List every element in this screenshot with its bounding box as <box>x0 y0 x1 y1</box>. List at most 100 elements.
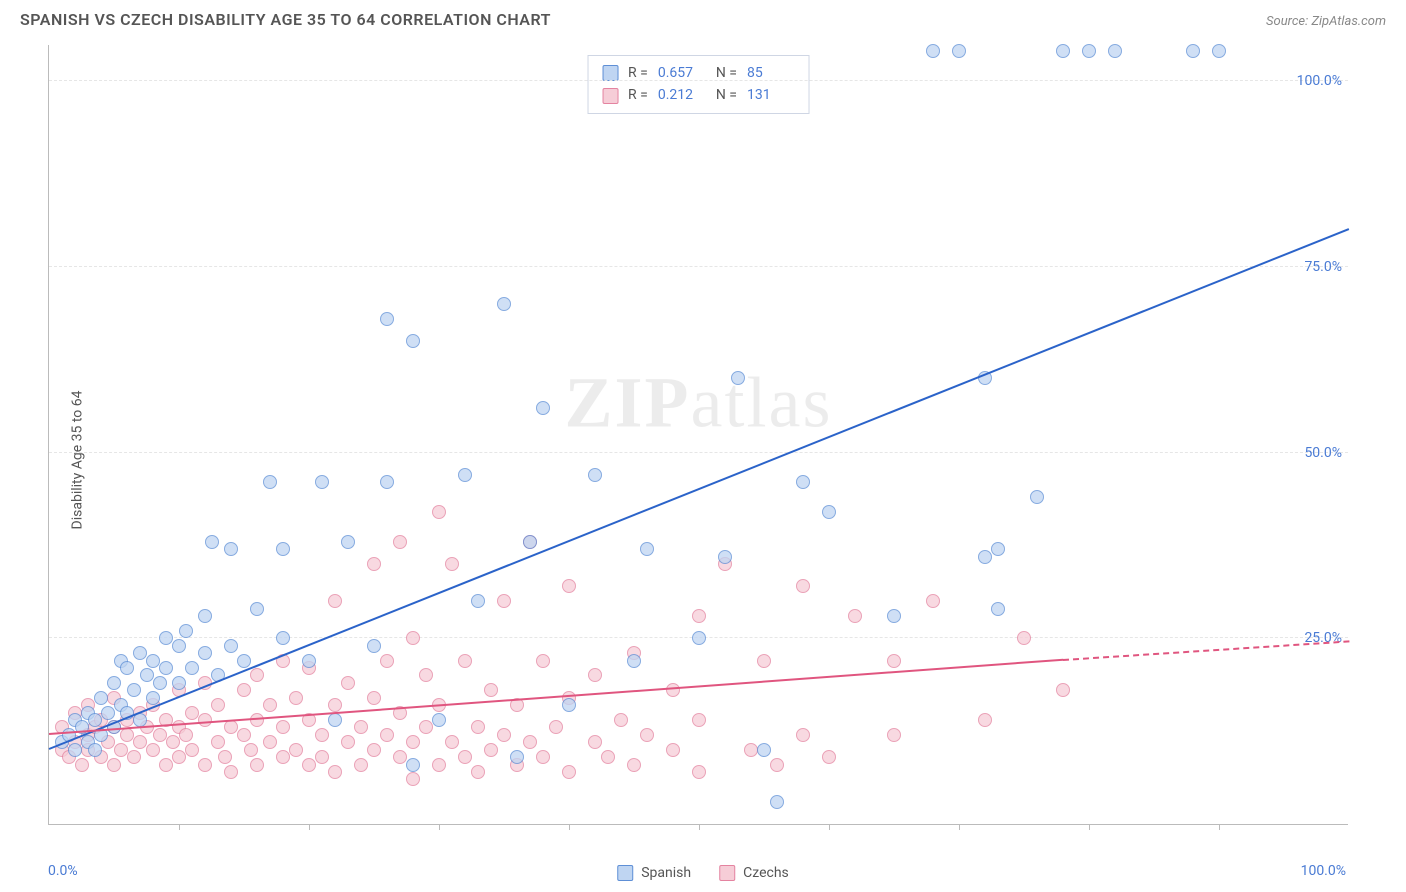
data-point-spanish <box>237 654 251 668</box>
plot-area: ZIPatlas R = 0.657 N = 85 R = 0.212 N = … <box>48 45 1348 825</box>
data-point-czechs <box>471 720 485 734</box>
data-point-czechs <box>1056 683 1070 697</box>
swatch-spanish <box>602 65 618 81</box>
data-point-spanish <box>536 401 550 415</box>
source-prefix: Source: <box>1266 14 1311 29</box>
data-point-czechs <box>289 743 303 757</box>
data-point-czechs <box>237 728 251 742</box>
data-point-czechs <box>406 772 420 786</box>
watermark-rest: atlas <box>691 363 833 443</box>
data-point-czechs <box>211 735 225 749</box>
data-point-spanish <box>250 602 264 616</box>
data-point-spanish <box>88 713 102 727</box>
data-point-czechs <box>484 683 498 697</box>
gridline <box>49 266 1348 267</box>
trendline-czechs-dash <box>1063 640 1349 661</box>
data-point-czechs <box>497 728 511 742</box>
data-point-czechs <box>536 750 550 764</box>
data-point-spanish <box>146 691 160 705</box>
data-point-spanish <box>120 661 134 675</box>
data-point-spanish <box>718 550 732 564</box>
data-point-czechs <box>562 579 576 593</box>
data-point-czechs <box>796 728 810 742</box>
data-point-czechs <box>614 713 628 727</box>
data-point-czechs <box>744 743 758 757</box>
legend-label-czechs: Czechs <box>743 865 789 881</box>
data-point-spanish <box>991 602 1005 616</box>
data-point-czechs <box>458 750 472 764</box>
data-point-czechs <box>627 758 641 772</box>
data-point-spanish <box>315 475 329 489</box>
x-tick <box>179 824 180 830</box>
data-point-czechs <box>172 750 186 764</box>
data-point-spanish <box>731 371 745 385</box>
data-point-spanish <box>822 505 836 519</box>
data-point-czechs <box>380 654 394 668</box>
source-name: ZipAtlas.com <box>1311 14 1386 29</box>
data-point-spanish <box>179 624 193 638</box>
data-point-spanish <box>367 639 381 653</box>
data-point-spanish <box>263 475 277 489</box>
data-point-spanish <box>926 44 940 58</box>
source-attribution: Source: ZipAtlas.com <box>1266 14 1386 29</box>
data-point-czechs <box>588 735 602 749</box>
data-point-spanish <box>432 713 446 727</box>
data-point-czechs <box>393 535 407 549</box>
data-point-czechs <box>276 720 290 734</box>
data-point-spanish <box>94 691 108 705</box>
data-point-czechs <box>692 713 706 727</box>
data-point-spanish <box>796 475 810 489</box>
data-point-spanish <box>153 676 167 690</box>
data-point-czechs <box>666 683 680 697</box>
data-point-czechs <box>218 750 232 764</box>
data-point-spanish <box>341 535 355 549</box>
data-point-spanish <box>127 683 141 697</box>
y-tick-label: 50.0% <box>1296 445 1342 461</box>
data-point-czechs <box>354 720 368 734</box>
trendline-spanish <box>49 228 1350 750</box>
data-point-czechs <box>445 557 459 571</box>
data-point-czechs <box>393 750 407 764</box>
data-point-spanish <box>107 676 121 690</box>
data-point-spanish <box>523 535 537 549</box>
data-point-spanish <box>302 654 316 668</box>
data-point-spanish <box>458 468 472 482</box>
data-point-czechs <box>887 728 901 742</box>
data-point-czechs <box>198 758 212 772</box>
x-tick <box>959 824 960 830</box>
watermark-bold: ZIP <box>565 363 691 443</box>
data-point-czechs <box>406 631 420 645</box>
data-point-czechs <box>978 713 992 727</box>
data-point-czechs <box>367 743 381 757</box>
data-point-czechs <box>276 750 290 764</box>
r-value-czechs: 0.212 <box>658 84 706 106</box>
data-point-spanish <box>101 706 115 720</box>
data-point-czechs <box>497 594 511 608</box>
data-point-czechs <box>445 735 459 749</box>
data-point-spanish <box>471 594 485 608</box>
data-point-czechs <box>1017 631 1031 645</box>
data-point-spanish <box>276 631 290 645</box>
legend-row-czechs: R = 0.212 N = 131 <box>602 84 795 106</box>
data-point-czechs <box>127 750 141 764</box>
data-point-spanish <box>328 713 342 727</box>
data-point-czechs <box>367 691 381 705</box>
data-point-czechs <box>315 728 329 742</box>
data-point-spanish <box>770 795 784 809</box>
data-point-spanish <box>757 743 771 757</box>
data-point-spanish <box>952 44 966 58</box>
data-point-spanish <box>1108 44 1122 58</box>
data-point-czechs <box>666 743 680 757</box>
gridline <box>49 452 1348 453</box>
gridline <box>49 80 1348 81</box>
series-legend: Spanish Czechs <box>617 865 789 881</box>
data-point-spanish <box>133 646 147 660</box>
x-tick <box>439 824 440 830</box>
n-value-czechs: 131 <box>747 84 795 106</box>
data-point-spanish <box>224 542 238 556</box>
data-point-spanish <box>497 297 511 311</box>
data-point-spanish <box>185 661 199 675</box>
data-point-czechs <box>640 728 654 742</box>
data-point-czechs <box>159 758 173 772</box>
data-point-czechs <box>179 728 193 742</box>
